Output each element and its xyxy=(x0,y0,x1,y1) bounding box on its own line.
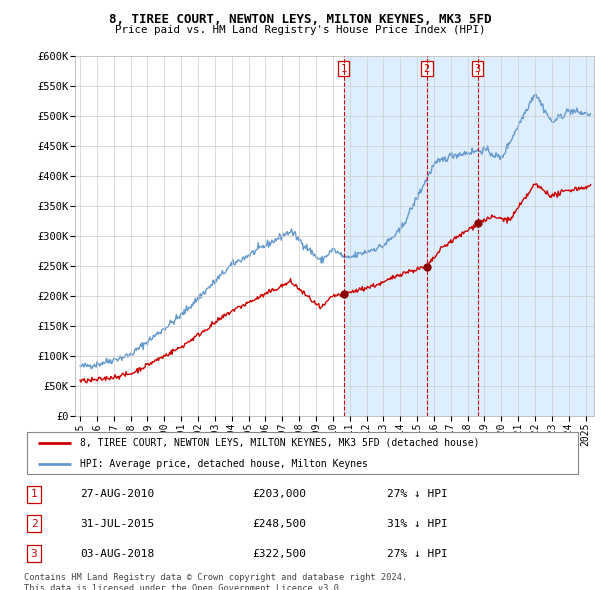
Text: 8, TIREE COURT, NEWTON LEYS, MILTON KEYNES, MK3 5FD (detached house): 8, TIREE COURT, NEWTON LEYS, MILTON KEYN… xyxy=(80,438,479,448)
Text: 27% ↓ HPI: 27% ↓ HPI xyxy=(387,489,448,499)
Text: 2: 2 xyxy=(424,64,430,74)
Text: £203,000: £203,000 xyxy=(253,489,307,499)
Text: £322,500: £322,500 xyxy=(253,549,307,559)
Text: HPI: Average price, detached house, Milton Keynes: HPI: Average price, detached house, Milt… xyxy=(80,459,368,469)
FancyBboxPatch shape xyxy=(27,432,578,474)
Bar xyxy=(344,56,600,416)
Text: 27-AUG-2010: 27-AUG-2010 xyxy=(80,489,154,499)
Text: 31% ↓ HPI: 31% ↓ HPI xyxy=(387,519,448,529)
Text: Price paid vs. HM Land Registry's House Price Index (HPI): Price paid vs. HM Land Registry's House … xyxy=(115,25,485,35)
Text: 3: 3 xyxy=(31,549,37,559)
Text: 1: 1 xyxy=(341,64,347,74)
Text: 3: 3 xyxy=(475,64,481,74)
Text: Contains HM Land Registry data © Crown copyright and database right 2024.
This d: Contains HM Land Registry data © Crown c… xyxy=(24,573,407,590)
Text: 1: 1 xyxy=(31,489,37,499)
Text: 2: 2 xyxy=(31,519,37,529)
Text: 8, TIREE COURT, NEWTON LEYS, MILTON KEYNES, MK3 5FD: 8, TIREE COURT, NEWTON LEYS, MILTON KEYN… xyxy=(109,13,491,26)
Text: 27% ↓ HPI: 27% ↓ HPI xyxy=(387,549,448,559)
Text: 31-JUL-2015: 31-JUL-2015 xyxy=(80,519,154,529)
Text: 03-AUG-2018: 03-AUG-2018 xyxy=(80,549,154,559)
Text: £248,500: £248,500 xyxy=(253,519,307,529)
